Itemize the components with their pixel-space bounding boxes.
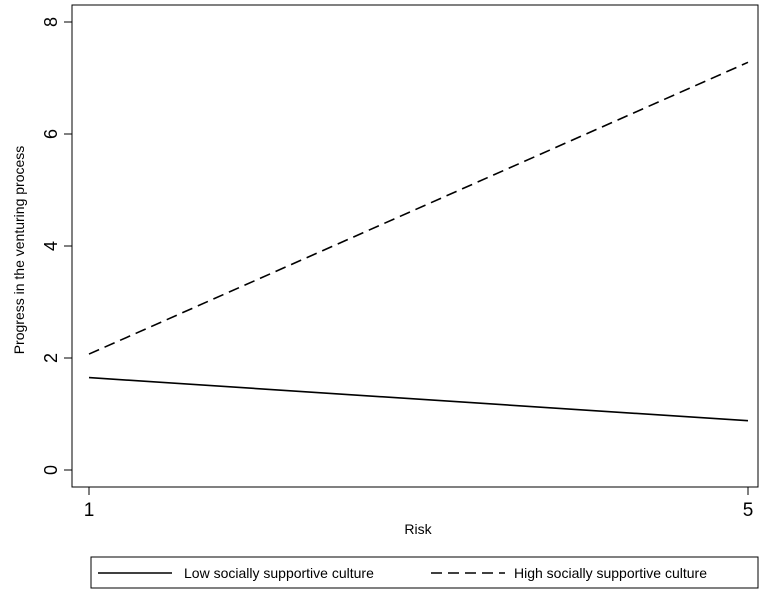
legend-label-low: Low socially supportive culture: [184, 565, 374, 581]
y-axis-label: Progress in the venturing process: [11, 146, 27, 355]
series-line-low-socially-supportive-culture: [89, 378, 748, 421]
series-line-high-socially-supportive-culture: [89, 62, 748, 354]
y-tick-label-4: 4: [41, 241, 61, 251]
legend-label-high: High socially supportive culture: [514, 565, 707, 581]
x-tick-label-1: 1: [84, 500, 95, 521]
y-tick-label-0: 0: [41, 465, 61, 475]
x-tick-label-5: 5: [743, 500, 754, 521]
x-axis-label: Risk: [404, 521, 432, 537]
y-tick-label-8: 8: [41, 17, 61, 27]
y-tick-label-6: 6: [41, 129, 61, 139]
y-tick-label-2: 2: [41, 353, 61, 363]
